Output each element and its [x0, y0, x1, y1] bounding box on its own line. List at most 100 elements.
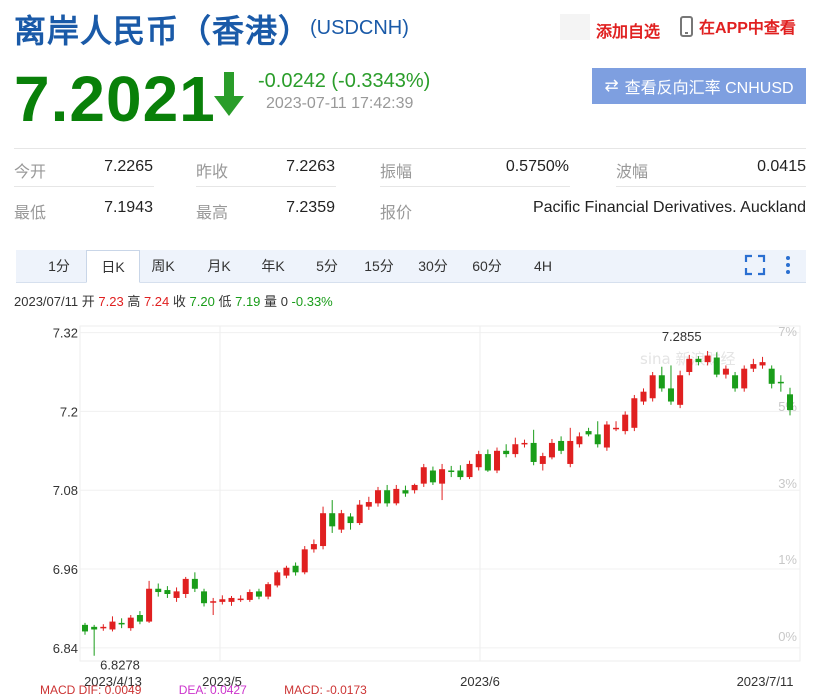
candle-body [329, 513, 336, 527]
candle-body [265, 584, 272, 597]
candle-body [411, 484, 418, 491]
candle-body [539, 456, 546, 464]
high-label: 最高 [196, 205, 229, 222]
pct-tick-label: 0% [778, 629, 797, 644]
tab-0[interactable]: 1分 [48, 258, 70, 274]
candle-body [402, 490, 409, 494]
info-high: 7.24 [143, 294, 170, 309]
y-tick-label: 6.96 [53, 562, 78, 577]
x-tick-label: 2023/6 [460, 674, 500, 689]
candle-body [228, 597, 235, 602]
add-watchlist-button[interactable]: 添加自选 [596, 24, 661, 41]
candle-body [530, 442, 537, 462]
current-price: 7.2021 [14, 63, 216, 135]
prev-close-value: 7.2263 [286, 158, 335, 175]
candle-body [173, 591, 180, 598]
candle-body [374, 490, 381, 504]
candle-body [127, 617, 134, 629]
candle-body [686, 358, 693, 372]
swap-icon: ⇄ [604, 76, 619, 95]
stats-row-divider [380, 186, 570, 187]
candle-body [109, 621, 116, 630]
arrow-down-icon [214, 72, 244, 116]
candlestick-chart[interactable]: 7.327.27.086.966.847%5%3%1%0%2023/4/1320… [0, 316, 822, 691]
candle-body [393, 488, 400, 504]
phone-icon [680, 15, 693, 37]
tab-7[interactable]: 30分 [418, 258, 448, 274]
quote-source-label: 报价 [380, 205, 413, 222]
candle-body [741, 368, 748, 389]
candle-body [164, 590, 171, 594]
info-open: 7.23 [98, 294, 124, 309]
kline-info-bar: 2023/07/11 开 7.23 高 7.24 收 7.20 低 7.19 量… [14, 291, 333, 310]
candle-body [558, 440, 565, 451]
y-tick-label: 6.84 [53, 641, 78, 656]
candle-body [548, 442, 555, 458]
symbol-label: (USDCNH) [310, 17, 409, 39]
reverse-rate-button[interactable]: ⇄ 查看反向汇率 CNHUSD [592, 68, 806, 104]
quote-source-value: Pacific Financial Derivatives. Auckland [532, 199, 806, 216]
tab-1[interactable]: 日K [86, 250, 140, 283]
candle-body [658, 375, 665, 389]
candle-body [457, 470, 464, 478]
candle-body [704, 355, 711, 363]
amplitude-value: 0.5750% [505, 158, 569, 175]
prev-close-label: 昨收 [196, 164, 229, 181]
info-open-label: 开 [81, 294, 95, 309]
more-vertical-icon[interactable] [784, 254, 792, 276]
candle-body [420, 467, 427, 484]
min-price-label: 6.8278 [100, 658, 140, 673]
tab-6[interactable]: 15分 [364, 258, 394, 274]
y-tick-label: 7.2 [60, 404, 78, 419]
candle-body [475, 454, 482, 468]
quote-timestamp: 2023-07-11 17:42:39 [266, 95, 414, 112]
macd-dea: DEA: 0.0427 [178, 683, 247, 697]
tab-4[interactable]: 年K [261, 258, 285, 274]
candle-body [613, 427, 620, 430]
stats-row-divider [196, 186, 336, 187]
wave-value: 0.0415 [757, 158, 806, 175]
candle-body [237, 598, 244, 601]
candle-body [255, 591, 262, 597]
candle-body [274, 572, 281, 586]
watchlist-placeholder [560, 14, 590, 40]
y-tick-label: 7.08 [53, 483, 78, 498]
candle-body [182, 578, 189, 594]
macd-value: MACD: -0.0173 [284, 683, 367, 697]
candle-body [594, 434, 601, 445]
page-title: 离岸人民币（香港） [14, 13, 312, 49]
info-close-label: 收 [172, 294, 186, 309]
candle-body [695, 358, 702, 363]
low-value: 7.1943 [104, 199, 153, 216]
tab-9[interactable]: 4H [534, 258, 552, 274]
candle-body [631, 398, 638, 428]
candle-body [787, 394, 793, 411]
tab-5[interactable]: 5分 [316, 258, 338, 274]
candle-body [100, 626, 107, 629]
open-value: 7.2265 [104, 158, 153, 175]
candle-body [320, 513, 327, 547]
tab-2[interactable]: 周K [151, 258, 175, 274]
tab-8[interactable]: 60分 [472, 258, 502, 274]
candle-body [82, 624, 88, 632]
pct-tick-label: 7% [778, 324, 797, 339]
candle-body [750, 364, 757, 369]
fullscreen-icon[interactable] [744, 254, 766, 276]
candle-body [777, 381, 784, 384]
candle-body [155, 588, 162, 593]
candle-body [713, 357, 720, 375]
view-in-app-link[interactable]: 在APP中查看 [680, 14, 796, 38]
stats-row-divider [14, 186, 154, 187]
pct-tick-label: 3% [778, 476, 797, 491]
candle-body [622, 414, 629, 432]
candle-body [136, 615, 143, 622]
info-date: 2023/07/11 [14, 294, 79, 309]
candle-body [210, 601, 217, 603]
candle-body [146, 588, 153, 622]
tab-3[interactable]: 月K [207, 258, 231, 274]
candle-body [603, 424, 610, 448]
candle-body [301, 549, 308, 573]
candle-body [191, 578, 198, 589]
candle-body [512, 444, 519, 455]
candle-body [732, 375, 739, 389]
